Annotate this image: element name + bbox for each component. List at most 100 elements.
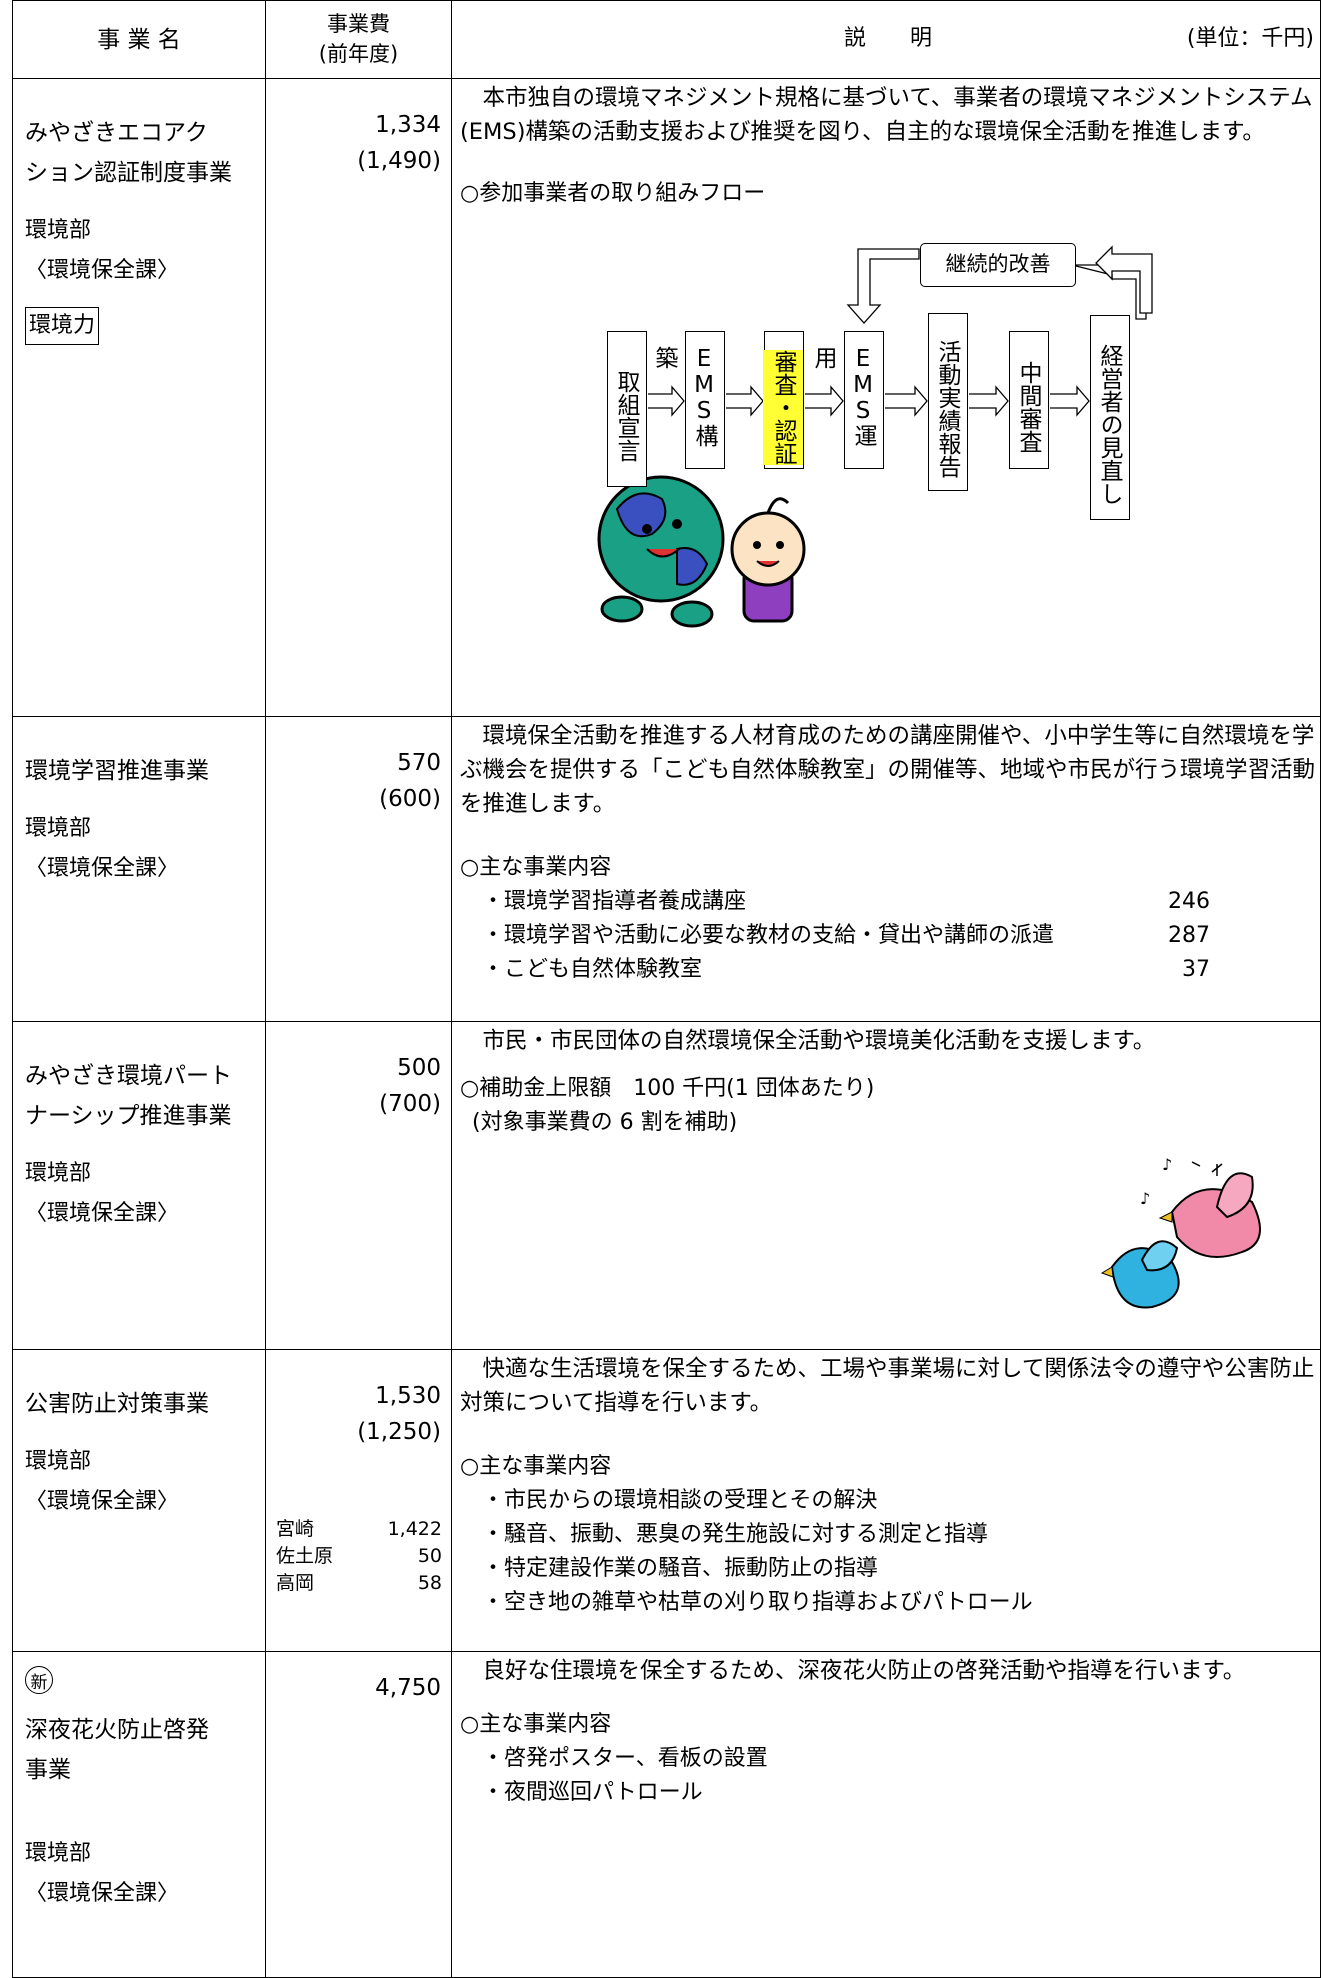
svg-text:♪: ♪ (1162, 1155, 1172, 1174)
table-row: みやざきエコアク ション認証制度事業 環境部 〈環境保全課〉 環境力 1,334 (1,49… (12, 78, 1321, 716)
item: ・市民からの環境相談の受理とその解決 (482, 1488, 878, 1513)
table-row: 公害防止対策事業 環境部〈環境保全課〉 1,530 (1,250) 宮崎 1,422 佐土原… (12, 1349, 1321, 1651)
breakdown-row: 宮崎 1,422 (276, 1516, 442, 1543)
desc-cell: 快適な生活環境を保全するため、工場や事業場に対して関係法令の遵守や公害防止対策に… (451, 1350, 1321, 1651)
flow-step-label: 審査・認証 (763, 349, 803, 465)
table-row: 環境学習推進事業 環境部 〈環境保全課〉 570 (600) 環境保全活動を推進する人材育… (12, 716, 1321, 1021)
header-cost-cell: 事業費 (前年度) (265, 1, 451, 78)
breakdown-row: 佐土原 50 (276, 1543, 442, 1570)
cost: 500 (397, 1055, 441, 1081)
description: 本市独自の環境マネジメント規格に基づいて、事業者の環境マネジメントシステム(EM… (460, 85, 1313, 145)
header-cost-sub: (前年度) (318, 42, 399, 66)
project-name: 公害防止対策事業 (25, 1391, 209, 1417)
flow-step: 審査・認証 (763, 331, 804, 469)
project-name: 環境学習推進事業 (25, 758, 209, 784)
flow-step: 経営者の見直し (1090, 315, 1130, 520)
desc-cell: 本市独自の環境マネジメント規格に基づいて、事業者の環境マネジメントシステム(EM… (451, 79, 1321, 716)
bird-illustration: ♪♪ (1100, 1155, 1261, 1309)
desc-cell: 市民・市民団体の自然環境保全活動や環境美化活動を支援します。 ○補助金上限額 10… (451, 1022, 1321, 1349)
division: 〈環境保全課〉 (25, 1201, 180, 1226)
item: ・こども自然体験教室 37 (460, 953, 1210, 987)
header-unit: (単位：千円) (1186, 26, 1314, 51)
flow-step-label: EMS構築 (651, 346, 717, 447)
project-name: みやざきエコアク (25, 120, 208, 146)
item: ・騒音、振動、悪臭の発生施設に対する測定と指導 (482, 1522, 989, 1547)
header-description: 説 明 (844, 26, 933, 51)
division: 〈環境保全課〉 (25, 258, 180, 283)
tag: 環境力 (25, 307, 100, 345)
description: 快適な生活環境を保全するため、工場や事業場に対して関係法令の遵守や公害防止対策に… (460, 1356, 1315, 1416)
cost-cell: 1,530 (1,250) 宮崎 1,422 佐土原 50 高岡 58 (265, 1350, 451, 1651)
flow-step: EMS運用 (810, 331, 884, 469)
cost: 570 (397, 750, 441, 776)
desc-cell: 良好な住環境を保全するため、深夜花火防止の啓発活動や指導を行います。 ○主な事業内… (451, 1652, 1321, 1977)
item: ・啓発ポスター、看板の設置 (482, 1746, 768, 1771)
items-title: ○主な事業内容 (460, 1454, 612, 1479)
flow-loop: 継続的改善 (920, 243, 1076, 287)
department: 環境部 (25, 1449, 92, 1474)
project-name: ナーシップ推進事業 (25, 1103, 232, 1129)
flow-step-label: EMS運用 (810, 346, 876, 447)
flow-step: EMS構築 (651, 331, 725, 469)
header-name: 事 業 名 (12, 1, 265, 78)
prev-cost: (700) (379, 1091, 441, 1117)
division: 〈環境保全課〉 (25, 1489, 180, 1514)
item-label: ・環境学習や活動に必要な教材の支給・貸出や講師の派遣 (482, 923, 1055, 948)
name-cell: 新深夜花火防止啓発 事業 環境部 〈環境保全課〉 (12, 1652, 265, 1977)
cost-cell: 1,334 (1,490) (265, 79, 451, 716)
description: 環境保全活動を推進する人材育成のための講座開催や、小中学生等に自然環境を学ぶ機会… (460, 723, 1316, 817)
flow-step: 中間審査 (1009, 331, 1049, 469)
items-title: ○主な事業内容 (460, 855, 612, 880)
svg-text:♪: ♪ (1140, 1189, 1150, 1208)
cost-cell: 500 (700) (265, 1022, 451, 1349)
project-name: みやざき環境パート (25, 1063, 232, 1089)
table-row: みやざき環境パート ナーシップ推進事業 環境部 〈環境保全課〉 500 (700) 市民・市… (12, 1021, 1321, 1349)
breakdown-amount: 58 (417, 1572, 442, 1594)
item: ・環境学習指導者養成講座 246 (460, 885, 1210, 919)
header-cost: 事業費 (327, 12, 390, 36)
item-amount: 37 (1182, 957, 1210, 982)
flow-step-label: 取組宣言 (613, 370, 639, 462)
note: ○補助金上限額 100 千円(1 団体あたり) (460, 1076, 875, 1101)
flow-step-label: 活動実績報告 (934, 340, 960, 478)
name-cell: 環境学習推進事業 環境部 〈環境保全課〉 (12, 717, 265, 1021)
prev-cost: (600) (379, 786, 441, 812)
breakdown: 宮崎 1,422 佐土原 50 高岡 58 (276, 1516, 442, 1597)
breakdown-amount: 50 (417, 1545, 442, 1567)
cost: 1,530 (375, 1383, 441, 1409)
breakdown-place: 宮崎 (276, 1518, 315, 1540)
item: ・夜間巡回パトロール (482, 1780, 703, 1805)
flow-step: 活動実績報告 (928, 313, 968, 491)
item: ・特定建設作業の騒音、振動防止の指導 (482, 1556, 879, 1581)
department: 環境部 (25, 218, 92, 243)
item-amount: 246 (1168, 889, 1210, 914)
division: 〈環境保全課〉 (25, 1881, 180, 1906)
item-label: ・こども自然体験教室 (482, 957, 703, 982)
table-row: 新深夜花火防止啓発 事業 環境部 〈環境保全課〉 4,750 良好な住環境を保全するため、… (12, 1651, 1321, 1978)
prev-cost: (1,250) (357, 1419, 441, 1445)
cost-cell: 570 (600) (265, 717, 451, 1021)
cost: 1,334 (375, 112, 441, 138)
item: ・環境学習や活動に必要な教材の支給・貸出や講師の派遣 287 (460, 919, 1210, 953)
item: ・空き地の雑草や枯草の刈り取り指導およびパトロール (482, 1590, 1033, 1615)
department: 環境部 (25, 1841, 92, 1866)
flow-step: 取組宣言 (607, 331, 647, 487)
prev-cost: (1,490) (357, 148, 441, 174)
name-cell: みやざき環境パート ナーシップ推進事業 環境部 〈環境保全課〉 (12, 1022, 265, 1349)
item-label: ・環境学習指導者養成講座 (482, 889, 747, 914)
project-name: 深夜花火防止啓発 (25, 1717, 209, 1743)
breakdown-row: 高岡 58 (276, 1570, 442, 1597)
flow-title: ○参加事業者の取り組みフロー (460, 181, 766, 206)
breakdown-place: 高岡 (276, 1572, 315, 1594)
flow-step-label: 中間審査 (1015, 361, 1041, 453)
flow-arrows (597, 245, 1153, 628)
items-title: ○主な事業内容 (460, 1712, 612, 1737)
cost-cell: 4,750 (265, 1652, 451, 1977)
breakdown-place: 佐土原 (276, 1545, 334, 1567)
description: 良好な住環境を保全するため、深夜花火防止の啓発活動や指導を行います。 (482, 1658, 1246, 1684)
name-cell: みやざきエコアク ション認証制度事業 環境部 〈環境保全課〉 環境力 (12, 79, 265, 716)
cost: 4,750 (375, 1675, 441, 1701)
description: 市民・市民団体の自然環境保全活動や環境美化活動を支援します。 (482, 1028, 1156, 1054)
